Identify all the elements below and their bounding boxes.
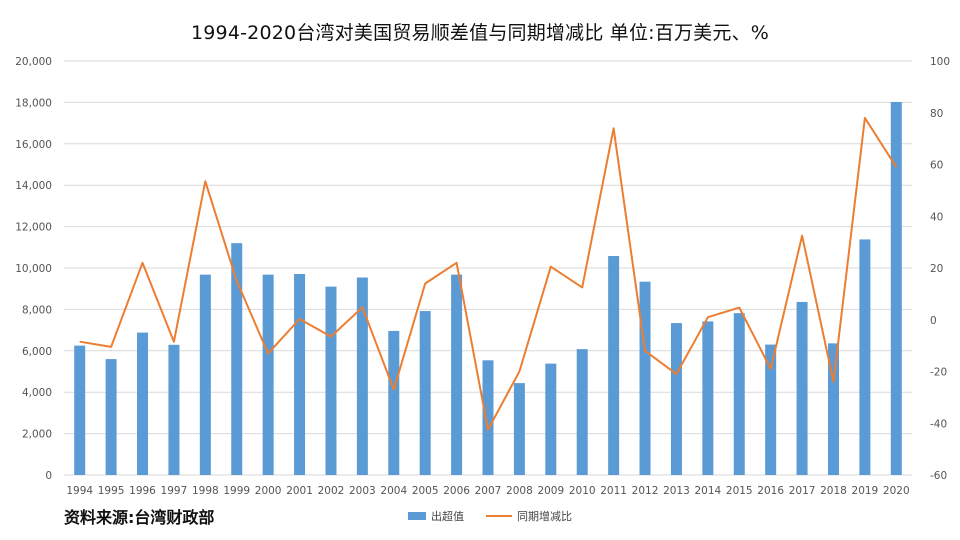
bar-2011: [608, 255, 620, 475]
x-axis-tick-label: 1995: [98, 485, 125, 497]
x-axis-tick-label: 2010: [569, 485, 596, 497]
source-note: 资料来源:台湾财政部: [64, 508, 215, 527]
legend: 出超值 同期增减比: [408, 508, 572, 524]
bar-2015: [733, 313, 745, 475]
bar-2002: [325, 286, 337, 475]
x-axis-tick-label: 1999: [223, 485, 250, 497]
x-axis-tick-label: 2016: [757, 485, 784, 497]
left-axis-tick-label: 16,000: [15, 139, 52, 151]
bar-1996: [137, 332, 149, 475]
right-axis-tick-label: 0: [930, 315, 937, 327]
right-axis-tick-label: -60: [930, 470, 947, 482]
x-axis-tick-label: 1996: [129, 485, 156, 497]
x-axis-tick-label: 2003: [349, 485, 376, 497]
bar-1998: [199, 274, 211, 475]
legend-label-line: 同期增减比: [517, 510, 572, 523]
x-axis-tick-label: 2001: [286, 485, 313, 497]
x-axis-tick-label: 2007: [475, 485, 502, 497]
bar-2008: [513, 383, 525, 475]
left-axis-tick-label: 0: [45, 470, 52, 482]
right-axis-tick-label: -40: [930, 418, 947, 430]
bar-2009: [545, 363, 557, 475]
left-axis-tick-label: 20,000: [15, 56, 52, 68]
x-axis-ticks: 1994 1995 1996 1997 1998 1999 2000 2001 2002 2003…: [66, 485, 909, 497]
bar-2019: [859, 239, 871, 475]
x-axis-tick-label: 2006: [443, 485, 470, 497]
right-axis-tick-label: 80: [930, 108, 943, 120]
x-axis-tick-label: 2009: [537, 485, 564, 497]
bar-2020: [890, 101, 902, 476]
chart-title: 1994-2020台湾对美国贸易顺差值与同期增减比 单位:百万美元、%: [190, 22, 770, 44]
bar-2005: [419, 311, 431, 475]
x-axis-tick-label: 2011: [600, 485, 627, 497]
bar-2004: [388, 330, 400, 475]
left-axis-tick-label: 10,000: [15, 263, 52, 275]
right-axis-ticks: -60 -40 -20 0 20 40 60 80 100: [930, 56, 950, 482]
x-axis-tick-label: 1994: [66, 485, 93, 497]
x-axis-tick-label: 2000: [255, 485, 282, 497]
bar-2001: [294, 274, 306, 475]
left-axis-tick-label: 8,000: [22, 304, 52, 316]
bar-2016: [765, 344, 777, 475]
right-axis-tick-label: 100: [930, 56, 950, 68]
x-axis-tick-label: 2018: [820, 485, 847, 497]
x-axis-tick-label: 2013: [663, 485, 690, 497]
legend-swatch-line: [486, 515, 512, 517]
bar-2012: [639, 281, 651, 475]
bar-2006: [451, 274, 463, 475]
x-axis-tick-label: 2017: [789, 485, 816, 497]
left-axis-tick-label: 12,000: [15, 222, 52, 234]
x-axis-tick-label: 2002: [318, 485, 345, 497]
bar-2013: [670, 323, 682, 475]
x-axis-tick-label: 2014: [694, 485, 721, 497]
x-axis-tick-label: 2005: [412, 485, 439, 497]
legend-item-line: 同期增减比: [486, 508, 572, 524]
left-axis-tick-label: 6,000: [22, 346, 52, 358]
bar-1995: [105, 359, 117, 475]
x-axis-tick-label: 2012: [632, 485, 659, 497]
x-axis-tick-label: 2008: [506, 485, 533, 497]
left-axis-tick-label: 4,000: [22, 387, 52, 399]
right-axis-tick-label: 20: [930, 263, 943, 275]
x-axis-tick-label: 2015: [726, 485, 753, 497]
bar-1994: [74, 345, 86, 475]
bar-2018: [827, 343, 839, 475]
legend-label-bar: 出超值: [431, 510, 464, 523]
left-axis-tick-label: 2,000: [22, 429, 52, 441]
left-axis-ticks: 0 2,000 4,000 6,000 8,000 10,000 12,000 14,000 1…: [15, 56, 52, 482]
bar-series: [74, 101, 902, 476]
x-axis-tick-label: 2019: [852, 485, 879, 497]
bar-2003: [356, 277, 368, 475]
left-axis-tick-label: 14,000: [15, 180, 52, 192]
bar-1999: [231, 243, 243, 475]
legend-item-bar: 出超值: [408, 508, 464, 524]
x-axis-tick-label: 2004: [380, 485, 407, 497]
right-axis-tick-label: 40: [930, 211, 943, 223]
x-axis-tick-label: 2020: [883, 485, 910, 497]
right-axis-tick-label: 60: [930, 160, 943, 172]
x-axis-tick-label: 1998: [192, 485, 219, 497]
legend-swatch-bar: [408, 512, 426, 520]
left-axis-tick-label: 18,000: [15, 97, 52, 109]
right-axis-tick-label: -20: [930, 367, 947, 379]
bar-2000: [262, 274, 274, 475]
bar-1997: [168, 344, 180, 475]
line-series: [79, 116, 898, 431]
bar-2007: [482, 360, 494, 475]
x-axis-tick-label: 1997: [161, 485, 188, 497]
bar-2017: [796, 301, 808, 475]
bar-2010: [576, 349, 588, 475]
bar-2014: [702, 321, 714, 475]
